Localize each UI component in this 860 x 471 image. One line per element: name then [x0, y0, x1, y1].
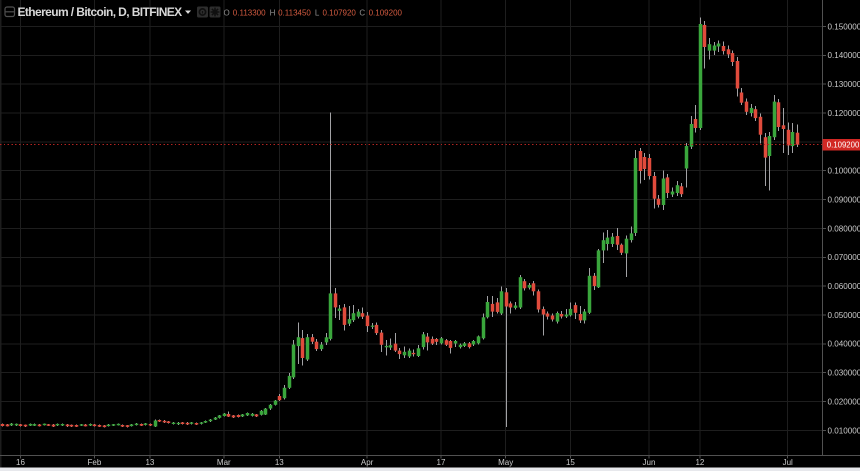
svg-text:16: 16: [16, 458, 25, 467]
svg-text:0.070000: 0.070000: [828, 253, 860, 262]
svg-text:0.060000: 0.060000: [828, 282, 860, 291]
svg-text:0.030000: 0.030000: [828, 369, 860, 378]
svg-text:Mar: Mar: [217, 458, 231, 467]
svg-text:0.010000: 0.010000: [828, 426, 860, 435]
svg-text:May: May: [498, 458, 513, 467]
svg-text:0.113450: 0.113450: [278, 8, 311, 17]
svg-text:0.020000: 0.020000: [828, 398, 860, 407]
svg-text:0.120000: 0.120000: [828, 109, 860, 118]
svg-text:0.109200: 0.109200: [827, 141, 860, 150]
svg-text:12: 12: [695, 458, 704, 467]
svg-text:0.090000: 0.090000: [828, 196, 860, 205]
svg-text:15: 15: [566, 458, 575, 467]
svg-text:Jun: Jun: [643, 458, 656, 467]
svg-text:Apr: Apr: [361, 458, 374, 467]
svg-text:O: O: [224, 8, 230, 17]
svg-text:0.050000: 0.050000: [828, 311, 860, 320]
svg-text:0.040000: 0.040000: [828, 340, 860, 349]
svg-text:0.080000: 0.080000: [828, 224, 860, 233]
svg-text:0.109200: 0.109200: [369, 8, 403, 17]
svg-text:0.140000: 0.140000: [828, 51, 860, 60]
svg-text:0.130000: 0.130000: [828, 80, 860, 89]
svg-text:Jul: Jul: [783, 458, 793, 467]
svg-text:Ethereum / Bitcoin, D, BITFINE: Ethereum / Bitcoin, D, BITFINEX: [18, 5, 183, 19]
svg-text:13: 13: [275, 458, 284, 467]
svg-text:0.107920: 0.107920: [323, 8, 357, 17]
svg-text:Feb: Feb: [88, 458, 102, 467]
svg-text:0.100000: 0.100000: [828, 167, 860, 176]
svg-text:0.150000: 0.150000: [828, 22, 860, 31]
svg-text:H: H: [270, 8, 276, 17]
svg-text:17: 17: [437, 458, 446, 467]
svg-text:C: C: [359, 8, 365, 17]
svg-text:L: L: [315, 8, 320, 17]
svg-text:0.113300: 0.113300: [233, 8, 266, 17]
svg-text:13: 13: [145, 458, 154, 467]
